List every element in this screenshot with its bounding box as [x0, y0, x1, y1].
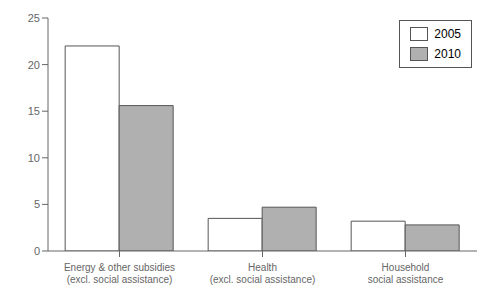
- svg-text:10: 10: [28, 152, 40, 164]
- svg-text:20: 20: [28, 59, 40, 71]
- svg-text:5: 5: [34, 198, 40, 210]
- svg-text:25: 25: [28, 12, 40, 24]
- svg-text:Health(excl. social assistance: Health(excl. social assistance): [210, 262, 316, 285]
- svg-text:Householdsocial assistance: Householdsocial assistance: [368, 262, 444, 285]
- svg-text:0: 0: [34, 245, 40, 257]
- svg-text:15: 15: [28, 105, 40, 117]
- html-text:2005: 2005: [434, 27, 461, 41]
- html-text:2010: 2010: [434, 47, 461, 61]
- svg-text:Energy & other subsidies(excl.: Energy & other subsidies(excl. social as…: [64, 262, 175, 285]
